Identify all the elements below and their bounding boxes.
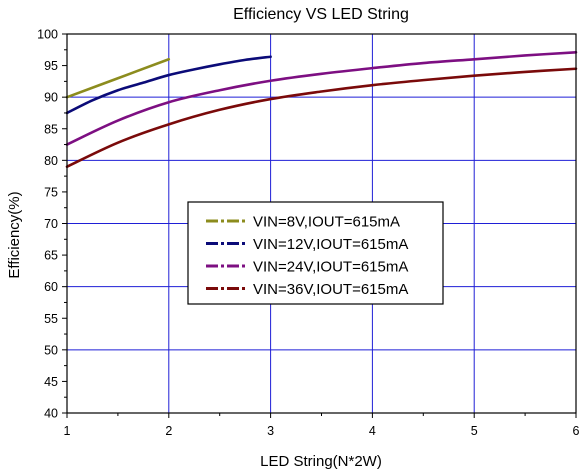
y-tick-label: 60 — [44, 280, 58, 294]
legend-label-2: VIN=12V,IOUT=615mA — [253, 236, 408, 253]
y-tick-label: 45 — [44, 375, 58, 389]
series-line-3 — [65, 51, 578, 146]
y-tick-label: 70 — [44, 217, 58, 231]
y-tick-label: 95 — [44, 59, 58, 73]
series-line-4 — [65, 67, 578, 168]
chart-title: Efficiency VS LED String — [233, 6, 409, 23]
series-line-2 — [65, 55, 272, 115]
x-tick-label: 6 — [573, 424, 580, 438]
x-tick-label: 1 — [64, 424, 71, 438]
y-tick-label: 65 — [44, 249, 58, 263]
legend: VIN=8V,IOUT=615mA VIN=12V,IOUT=615mA VIN=2… — [187, 201, 444, 305]
y-tick-label: 55 — [44, 312, 58, 326]
legend-label-4: VIN=36V,IOUT=615mA — [253, 281, 408, 298]
y-tick-label: 80 — [44, 154, 58, 168]
y-tick-label: 85 — [44, 122, 58, 136]
x-axis-label: LED String(N*2W) — [260, 453, 382, 470]
y-tick-label: 90 — [44, 91, 58, 105]
y-tick-label: 40 — [44, 407, 58, 421]
series-layer — [65, 51, 578, 168]
x-tick-label: 4 — [369, 424, 376, 438]
axes — [62, 33, 577, 418]
y-tick-label: 50 — [44, 343, 58, 357]
y-tick-label: 100 — [37, 28, 58, 42]
series-line-1 — [65, 57, 171, 99]
x-tick-label: 2 — [165, 424, 172, 438]
y-tick-label: 75 — [44, 185, 58, 199]
y-axis-label: Efficiency(%) — [6, 191, 23, 278]
x-tick-label: 5 — [471, 424, 478, 438]
legend-label-1: VIN=8V,IOUT=615mA — [253, 214, 400, 231]
legend-label-3: VIN=24V,IOUT=615mA — [253, 259, 408, 276]
x-tick-label: 3 — [267, 424, 274, 438]
